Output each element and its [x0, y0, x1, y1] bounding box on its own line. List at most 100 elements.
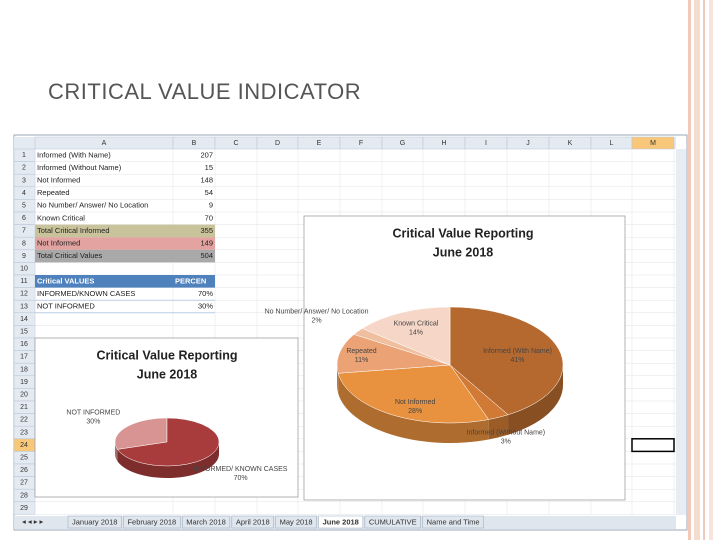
decor-stripe [694, 0, 700, 540]
table-header-text[interactable]: PERCEN [175, 276, 206, 285]
cell-highlight [35, 224, 215, 238]
row-label: 19 [20, 379, 28, 386]
cell-text[interactable]: Total Critical Values [37, 251, 103, 260]
sheet-tab[interactable] [181, 515, 231, 529]
cell-number[interactable]: 149 [200, 238, 213, 247]
sheet-tab-label[interactable]: April 2018 [236, 517, 270, 526]
cell-number[interactable]: 70 [205, 213, 213, 222]
tab-nav[interactable]: ◂ ◂ ▸ ▸ [22, 517, 44, 526]
cell-text[interactable]: Known Critical [37, 213, 85, 222]
cell-number[interactable]: 30% [198, 301, 213, 310]
row-label: 26 [20, 467, 28, 474]
pie-label-name: Informed (Without Name) [467, 430, 546, 437]
column-label: A [102, 140, 107, 147]
column-label: G [400, 140, 405, 147]
sheet-tab[interactable] [275, 515, 317, 529]
column-label: I [485, 140, 487, 147]
cell-number[interactable]: 355 [200, 226, 213, 235]
chart-subtitle: June 2018 [433, 245, 494, 259]
pie-slice[interactable] [337, 364, 490, 424]
sheet-tab[interactable] [67, 515, 122, 529]
cell-number[interactable]: 70% [198, 289, 213, 298]
pie-label-value: 14% [409, 330, 423, 337]
scrollbar[interactable] [676, 149, 686, 515]
column-label: H [441, 140, 446, 147]
sheet-tab[interactable] [318, 515, 364, 529]
column-label: E [317, 140, 322, 147]
sheet-tab[interactable] [364, 515, 421, 529]
decor-stripe [709, 0, 713, 540]
row-label: 11 [20, 278, 27, 285]
cell-highlight [35, 249, 215, 263]
cell-text[interactable]: INFORMED/KNOWN CASES [37, 289, 135, 298]
sheet-tab-label[interactable]: Name and Time [427, 517, 480, 526]
cell-text[interactable]: NOT INFORMED [37, 301, 95, 310]
cell-text[interactable]: Total Critical Informed [37, 226, 110, 235]
pie-label-name: NOT INFORMED [66, 410, 120, 417]
cell-text[interactable]: Repeated [37, 188, 70, 197]
pie-label-value: 11% [355, 357, 369, 364]
cell-number[interactable]: 15 [205, 163, 213, 172]
row-label: 12 [20, 291, 28, 298]
cell-number[interactable]: 207 [200, 150, 213, 159]
pie-label-value: 2% [311, 318, 321, 325]
row-label: 4 [22, 190, 26, 197]
row-label: 28 [20, 492, 28, 499]
pie-label-value: 28% [408, 408, 422, 415]
cell-text[interactable]: Not Informed [37, 238, 80, 247]
chart-title: Critical Value Reporting [392, 226, 533, 240]
pie-slice-side [488, 414, 509, 440]
row-label: 6 [22, 215, 26, 222]
pie-label-value: 30% [86, 419, 100, 426]
sheet-tab-label[interactable]: CUMULATIVE [369, 517, 417, 526]
row-label: 16 [20, 341, 28, 348]
row-label: 5 [22, 203, 26, 210]
row-label: 27 [20, 480, 28, 487]
table-header [35, 275, 215, 288]
row-label: 8 [22, 240, 26, 247]
pie-slice-side [337, 365, 339, 394]
row-label: 21 [20, 404, 28, 411]
cell-number[interactable]: 9 [209, 201, 213, 210]
selected-cell[interactable] [631, 438, 675, 453]
pie-label-name: No Number/ Answer/ No Location [265, 309, 369, 316]
cell-highlight [35, 237, 215, 250]
column-header[interactable] [631, 136, 675, 150]
cell-number[interactable]: 148 [200, 175, 213, 184]
pie-slice[interactable] [449, 306, 564, 416]
pie-label-name: Not Informed [395, 399, 436, 406]
cell-text[interactable]: Not Informed [37, 175, 80, 184]
sheet-tab[interactable] [422, 515, 484, 529]
row-label: 3 [22, 177, 26, 184]
row-label: 1 [22, 152, 26, 159]
pie-slice-side [117, 442, 219, 478]
row-label: 20 [20, 392, 28, 399]
table-header-text[interactable]: Critical VALUES [37, 276, 94, 285]
sheet-tab-label[interactable]: March 2018 [186, 517, 226, 526]
cell-text[interactable]: No Number/ Answer/ No Location [37, 201, 148, 210]
sheet-tab[interactable] [231, 515, 274, 529]
sheet-tab-label[interactable]: May 2018 [280, 517, 313, 526]
pie-slice[interactable] [117, 417, 220, 467]
pie-slice[interactable] [361, 306, 451, 366]
row-label: 24 [20, 442, 28, 449]
pie-slice-side [508, 365, 563, 435]
pie-slice-side [338, 373, 489, 444]
sheet-tab-label[interactable]: June 2018 [323, 517, 359, 526]
cell-text[interactable]: Informed (Without Name) [37, 163, 122, 172]
sheet-tab[interactable] [123, 515, 181, 529]
row-label: 23 [20, 429, 28, 436]
pie-label-name: Informed (With Name) [483, 348, 552, 355]
cell-number[interactable]: 54 [205, 188, 213, 197]
column-label: B [192, 140, 197, 147]
pie-label-name: Known Critical [394, 321, 439, 328]
pie-slice[interactable] [114, 417, 168, 450]
pie-slice[interactable] [336, 334, 451, 374]
sheet-tab-label[interactable]: February 2018 [127, 517, 176, 526]
row-label: 18 [20, 366, 28, 373]
sheet-tab-label[interactable]: January 2018 [72, 517, 117, 526]
row-label: 10 [20, 266, 28, 273]
cell-number[interactable]: 504 [200, 251, 213, 260]
cell-text[interactable]: Informed (With Name) [37, 150, 111, 159]
chart-subtitle: June 2018 [137, 367, 198, 381]
